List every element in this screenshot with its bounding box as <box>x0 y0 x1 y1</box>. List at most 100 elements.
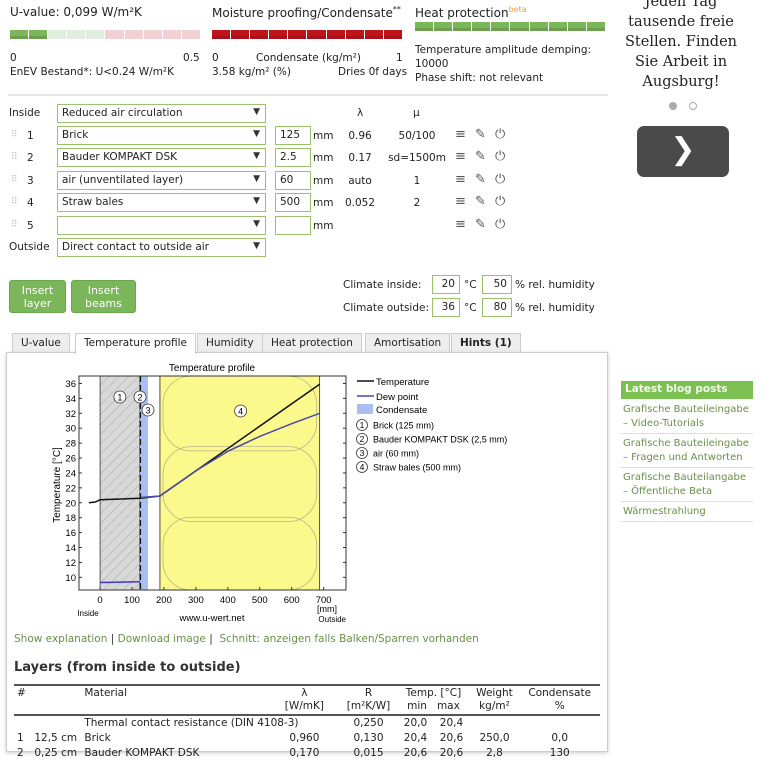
bar-segment <box>586 22 605 31</box>
outside-label: Outside <box>9 241 50 253</box>
insert-layer-button[interactable]: Insert layer <box>9 280 66 313</box>
y-tick-label: 28 <box>65 439 76 450</box>
th-r: R [m²K/W] <box>340 685 398 715</box>
carousel-dot-active[interactable] <box>669 102 677 110</box>
uvalue-title: U-value: 0,099 W/m²K <box>10 5 142 19</box>
drag-handle-icon[interactable]: ⠿ <box>11 174 18 185</box>
pencil-icon[interactable]: ✎ <box>475 216 486 232</box>
legend-layer-badge <box>356 433 368 445</box>
pencil-icon[interactable]: ✎ <box>475 127 486 142</box>
inside-select[interactable]: Reduced air circulation <box>57 104 266 123</box>
pencil-icon[interactable]: ✎ <box>475 149 486 165</box>
legend-layer-number: 2 <box>360 434 365 444</box>
tab-amortisation[interactable]: Amortisation <box>365 333 451 353</box>
pencil-icon[interactable]: ✎ <box>475 171 486 187</box>
outside-select[interactable]: Direct contact to outside air <box>57 238 266 257</box>
moisture-axis: Condensate (kg/m²) <box>256 52 361 64</box>
drag-handle-icon[interactable]: ⠿ <box>11 197 18 208</box>
bar-segment <box>212 30 231 39</box>
tab-temperature-profile[interactable]: Temperature profile <box>75 333 197 354</box>
layer-material-select[interactable]: Bauder KOMPAKT DSK <box>57 148 266 168</box>
layer-material-select[interactable]: Brick <box>57 126 266 145</box>
y-tick-label: 14 <box>65 543 76 554</box>
tab-hints[interactable]: Hints (1) <box>451 333 521 353</box>
th-condensate-text: Condensate <box>528 687 592 699</box>
cell: 0,0 <box>551 732 569 744</box>
ad-next-button[interactable]: ❯ <box>637 126 729 177</box>
y-axis-label: Temperature [°C] <box>52 447 63 523</box>
rh-unit: % rel. humidity <box>515 279 595 291</box>
bar-segment <box>453 22 472 31</box>
inside-rh-input[interactable]: 50 <box>482 275 512 294</box>
download-image-link[interactable]: Download image <box>117 633 206 645</box>
drag-handle-icon[interactable]: ⠿ <box>11 130 18 140</box>
power-icon[interactable]: ⏻ <box>495 149 506 165</box>
cell: 20,6 <box>403 747 428 759</box>
bar-segment <box>86 30 105 39</box>
power-icon[interactable]: ⏻ <box>495 194 506 210</box>
layer-thickness-input[interactable]: 500 <box>275 193 311 213</box>
drag-handle-icon[interactable]: ⠿ <box>11 152 18 163</box>
layer-material-select[interactable]: Straw bales <box>57 193 266 213</box>
y-tick-label: 22 <box>65 483 76 494</box>
outside-temp-input[interactable]: 36 <box>432 298 460 317</box>
inside-label: Inside <box>77 609 99 618</box>
bar-segment <box>29 30 48 39</box>
pencil-icon[interactable]: ✎ <box>475 194 486 210</box>
table-row: Thermal contact resistance (DIN 4108-3) 0… <box>14 715 600 731</box>
menu-icon[interactable]: ≡ <box>455 127 466 142</box>
legend-layer-number: 3 <box>360 448 365 458</box>
bar-segment <box>269 30 288 39</box>
x-tick-label: 300 <box>188 595 204 606</box>
layer-number: 1 <box>27 130 34 142</box>
menu-icon[interactable]: ≡ <box>455 171 466 187</box>
unit-label: mm <box>313 197 334 210</box>
layer-thickness-input[interactable]: 125 <box>275 126 311 145</box>
layer-material-select[interactable]: air (unventilated layer) <box>57 170 266 190</box>
bar-segment <box>326 30 345 39</box>
power-icon[interactable]: ⏻ <box>495 216 506 232</box>
layer-thickness-input[interactable]: 60 <box>275 170 311 190</box>
menu-icon[interactable]: ≡ <box>455 216 466 232</box>
outside-rh-input[interactable]: 80 <box>482 298 512 317</box>
cell: 12,5 cm <box>34 732 78 744</box>
drag-handle-icon[interactable]: ⠿ <box>11 219 18 230</box>
bar-segment <box>364 30 383 39</box>
inside-temp-input[interactable]: 20 <box>432 275 460 294</box>
carousel-dot[interactable] <box>689 102 697 110</box>
th-temp-max: max <box>436 700 460 712</box>
outside-label: Outside <box>318 615 346 624</box>
ad-line: tausende freie <box>628 14 734 30</box>
bar-segment <box>250 30 269 39</box>
power-icon[interactable]: ⏻ <box>495 171 506 187</box>
temp-unit: °C <box>464 302 477 314</box>
layer-thickness-input[interactable]: 2.5 <box>275 148 311 168</box>
layer-number: 5 <box>27 219 34 232</box>
tab-heat-protection[interactable]: Heat protection <box>262 333 362 353</box>
tab-humidity[interactable]: Humidity <box>197 333 263 353</box>
ad-line: Jeden Tag <box>644 0 718 10</box>
bar-segment <box>231 30 250 39</box>
tab-u-value[interactable]: U-value <box>12 333 70 353</box>
th-r-text: R <box>364 687 373 699</box>
enev-note: EnEV Bestand*: U<0.24 W/m²K <box>10 66 175 78</box>
blog-post-link[interactable]: Grafische Bauteileingabe – Video-Tutoria… <box>621 400 753 434</box>
menu-icon[interactable]: ≡ <box>455 149 466 165</box>
blog-post-link[interactable]: Wärmestrahlung <box>621 502 753 522</box>
layer-thickness-input[interactable] <box>275 215 311 235</box>
y-tick-label: 12 <box>65 558 76 569</box>
legend-layer-badge <box>356 447 368 459</box>
blog-post-link[interactable]: Grafische Bauteilangabe – Öffentliche Be… <box>621 468 753 502</box>
legend-condensate: Condensate <box>376 405 427 416</box>
moisture-bar <box>212 30 402 39</box>
legend-temperature: Temperature <box>376 377 429 388</box>
schnitt-link[interactable]: Schnitt: anzeigen falls Balken/Sparren v… <box>219 633 479 645</box>
insert-beams-button[interactable]: Insert beams <box>71 280 136 313</box>
power-icon[interactable]: ⏻ <box>495 127 506 142</box>
layer-material-select[interactable] <box>57 215 266 235</box>
show-explanation-link[interactable]: Show explanation <box>14 633 108 645</box>
heat-title: Heat protectionbeta <box>415 5 527 20</box>
menu-icon[interactable]: ≡ <box>455 194 466 210</box>
blog-post-link[interactable]: Grafische Bauteileingabe – Fragen und An… <box>621 434 753 468</box>
bar-segment <box>491 22 510 31</box>
